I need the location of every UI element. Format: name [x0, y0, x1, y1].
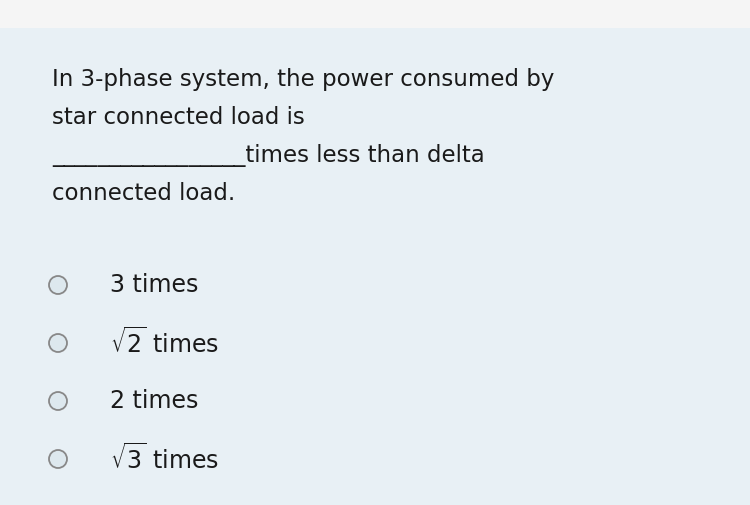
Text: 2 times: 2 times — [110, 389, 198, 413]
Text: In 3-phase system, the power consumed by: In 3-phase system, the power consumed by — [52, 68, 554, 91]
Circle shape — [49, 334, 67, 352]
Text: star connected load is: star connected load is — [52, 106, 305, 129]
Text: 3 times: 3 times — [110, 273, 198, 297]
Circle shape — [49, 392, 67, 410]
Circle shape — [49, 276, 67, 294]
Text: connected load.: connected load. — [52, 182, 236, 205]
Text: $\mathdefault{\sqrt{3}}$ times: $\mathdefault{\sqrt{3}}$ times — [110, 444, 219, 474]
Text: $\mathdefault{\sqrt{2}}$ times: $\mathdefault{\sqrt{2}}$ times — [110, 328, 219, 358]
Bar — [0, 0, 750, 28]
Text: _________________times less than delta: _________________times less than delta — [52, 144, 484, 167]
Circle shape — [49, 450, 67, 468]
